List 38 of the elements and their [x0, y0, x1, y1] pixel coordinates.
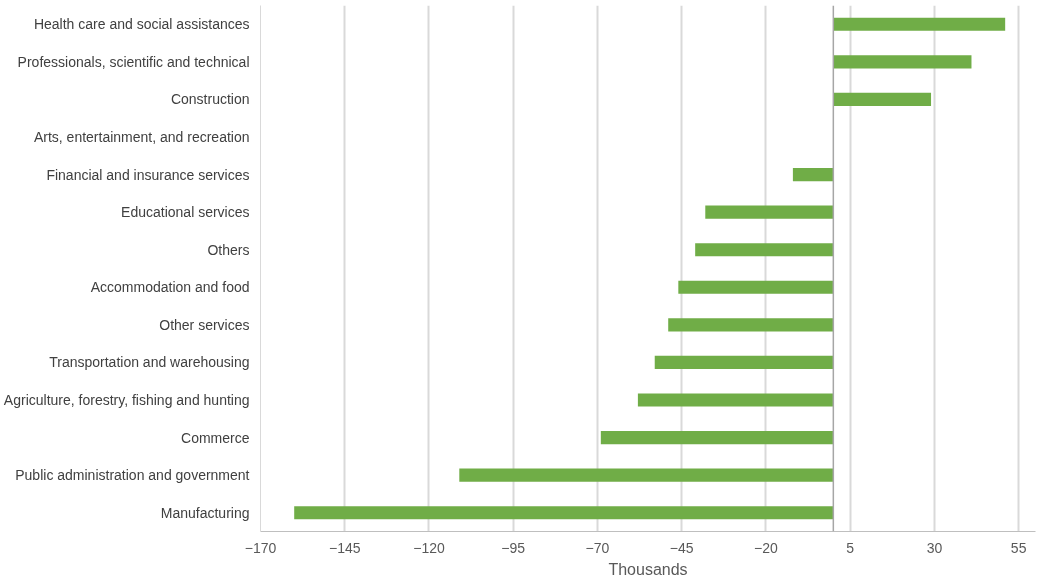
y-tick-label: Manufacturing	[160, 504, 250, 521]
x-tick-label: −45	[669, 539, 694, 556]
x-tick-label: 55	[1010, 539, 1027, 556]
bar	[792, 168, 834, 182]
bar	[833, 55, 972, 69]
y-tick-label: Public administration and government	[15, 467, 250, 484]
bar	[705, 205, 834, 219]
x-tick-label: −20	[754, 539, 779, 556]
bar	[654, 355, 834, 369]
bar	[833, 17, 1006, 31]
x-tick-label: −145	[328, 539, 361, 556]
x-tick-label: −170	[244, 539, 277, 556]
bar	[668, 318, 834, 332]
x-tick-label: −120	[413, 539, 445, 556]
bar	[637, 393, 834, 407]
y-tick-label: Financial and insurance services	[46, 166, 250, 183]
bar	[294, 506, 834, 520]
bar	[459, 468, 834, 482]
y-tick-label: Health care and social assistances	[33, 16, 250, 33]
y-tick-label: Commerce	[181, 429, 250, 446]
x-tick-label: 30	[926, 539, 943, 556]
y-tick-label: Arts, entertainment, and recreation	[33, 129, 250, 145]
x-tick-label: −70	[585, 539, 610, 556]
y-tick-label: Agriculture, forestry, fishing and hunting	[3, 392, 250, 408]
x-tick-label: 5	[846, 539, 855, 556]
bar	[678, 280, 834, 294]
bar	[695, 243, 834, 257]
x-axis-title: Thousands	[608, 560, 688, 578]
y-tick-label: Construction	[170, 91, 250, 108]
y-tick-label: Others	[207, 241, 250, 258]
y-tick-label: Transportation and warehousing	[49, 354, 250, 371]
y-tick-label: Other services	[159, 316, 250, 333]
bar	[600, 431, 834, 445]
y-tick-label: Educational services	[121, 204, 250, 221]
y-tick-label: Accommodation and food	[90, 279, 250, 296]
y-tick-label: Professionals, scientific and technical	[17, 53, 250, 70]
bar	[833, 92, 932, 106]
x-tick-label: −95	[501, 539, 526, 556]
